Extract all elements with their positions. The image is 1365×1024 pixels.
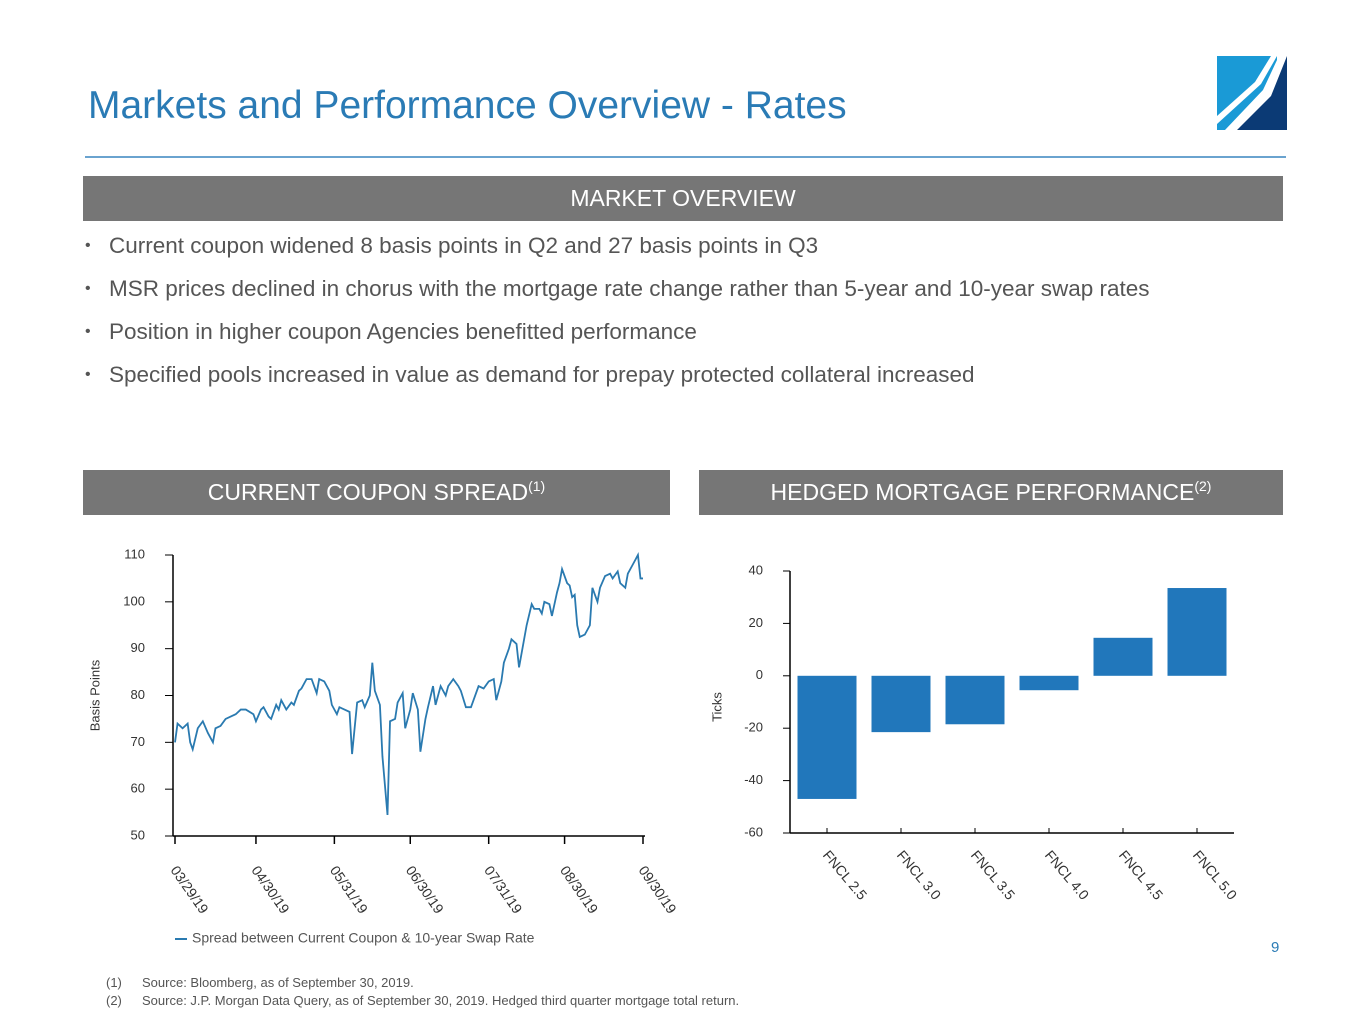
chart-title: CURRENT COUPON SPREAD [207, 479, 529, 505]
y-tick-label: 80 [131, 687, 145, 702]
footnote-text: Source: Bloomberg, as of September 30, 2… [142, 975, 414, 990]
bar [945, 675, 1005, 725]
y-tick-label: -20 [744, 720, 763, 735]
footnotes: (1) Source: Bloomberg, as of September 30… [106, 974, 739, 1010]
y-axis-label: Basis Points [87, 659, 102, 731]
y-tick-label: 50 [131, 827, 145, 842]
x-tick-label: 06/30/19 [403, 863, 447, 917]
footnote-text: Source: J.P. Morgan Data Query, as of Se… [142, 993, 740, 1008]
x-tick-label: FNCL 3.0 [894, 847, 945, 903]
slide-title: Markets and Performance Overview - Rates [88, 84, 847, 127]
bar [1093, 637, 1153, 676]
y-tick-label: 110 [124, 546, 145, 561]
y-tick-label: 70 [131, 734, 145, 749]
y-axis-label: Ticks [709, 692, 724, 722]
x-tick-label: 05/31/19 [327, 863, 371, 917]
logo-light-stripe [1217, 56, 1277, 130]
y-tick-label: -40 [744, 772, 763, 787]
logo [1217, 56, 1287, 130]
x-tick-label: FNCL 5.0 [1190, 847, 1241, 903]
footnote-marker: (1) [106, 975, 122, 990]
y-tick-label: 0 [756, 667, 763, 682]
logo-dark [1237, 56, 1287, 130]
line-series [174, 552, 643, 816]
y-tick-label: 60 [131, 781, 145, 796]
y-tick-label: 40 [749, 562, 763, 577]
legend-label: Spread between Current Coupon & 10-year … [192, 930, 535, 946]
bar [871, 675, 931, 733]
x-tick-label: 08/30/19 [557, 863, 601, 917]
section-heading: MARKET OVERVIEW [83, 176, 1283, 221]
chart-title-note: (2) [1194, 478, 1212, 494]
logo-light [1217, 56, 1271, 116]
x-tick-label: FNCL 2.5 [820, 847, 871, 903]
x-tick-label: 07/31/19 [481, 863, 525, 917]
bullet-list: Current coupon widened 8 basis points in… [84, 230, 1274, 402]
bar [1167, 588, 1227, 676]
title-rule [85, 156, 1286, 158]
chart-title-note: (1) [528, 478, 546, 494]
footnote: (1) Source: Bloomberg, as of September 30… [106, 974, 739, 992]
x-tick-label: FNCL 4.5 [1116, 847, 1167, 903]
chart-heading: HEDGED MORTGAGE PERFORMANCE(2) [699, 470, 1283, 515]
bar [797, 675, 857, 799]
bullet: Specified pools increased in value as de… [84, 359, 1274, 391]
y-tick-label: -60 [744, 824, 763, 839]
y-tick-label: 100 [123, 593, 145, 608]
chart-heading: CURRENT COUPON SPREAD(1) [83, 470, 670, 515]
bullet: MSR prices declined in chorus with the m… [84, 273, 1274, 305]
y-tick-label: 90 [131, 640, 145, 655]
y-tick-label: 20 [749, 615, 763, 630]
x-tick-label: 03/29/19 [168, 863, 212, 917]
x-tick-label: FNCL 4.0 [1042, 847, 1093, 903]
x-tick-label: 09/30/19 [636, 863, 680, 917]
bullet: Current coupon widened 8 basis points in… [84, 230, 1274, 262]
footnote-marker: (2) [106, 993, 122, 1008]
footnote: (2) Source: J.P. Morgan Data Query, as of… [106, 992, 739, 1010]
x-tick-label: 04/30/19 [248, 863, 292, 917]
bullet: Position in higher coupon Agencies benef… [84, 316, 1274, 348]
page-number: 9 [1271, 939, 1280, 956]
x-tick-label: FNCL 3.5 [968, 847, 1019, 903]
chart-title: HEDGED MORTGAGE PERFORMANCE [770, 479, 1195, 505]
bar [1019, 675, 1079, 691]
